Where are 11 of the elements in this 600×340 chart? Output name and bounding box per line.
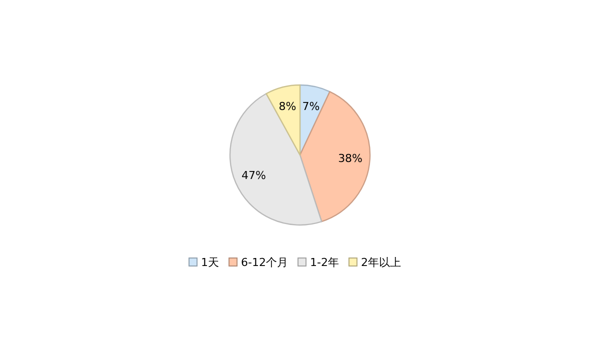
- data-label: 38%: [338, 152, 363, 166]
- legend-label: 2年以上: [360, 256, 401, 269]
- data-label: 47%: [242, 169, 266, 182]
- pie-slice: [299, 91, 371, 222]
- pie-slice: [266, 84, 301, 156]
- data-label: 8%: [278, 100, 296, 114]
- legend-label: 1-2年: [310, 256, 339, 269]
- pie-slice: [229, 93, 322, 226]
- legend-label: 6-12个月: [241, 256, 288, 269]
- legend-label: 1天: [201, 256, 220, 269]
- data-label: 7%: [302, 100, 320, 113]
